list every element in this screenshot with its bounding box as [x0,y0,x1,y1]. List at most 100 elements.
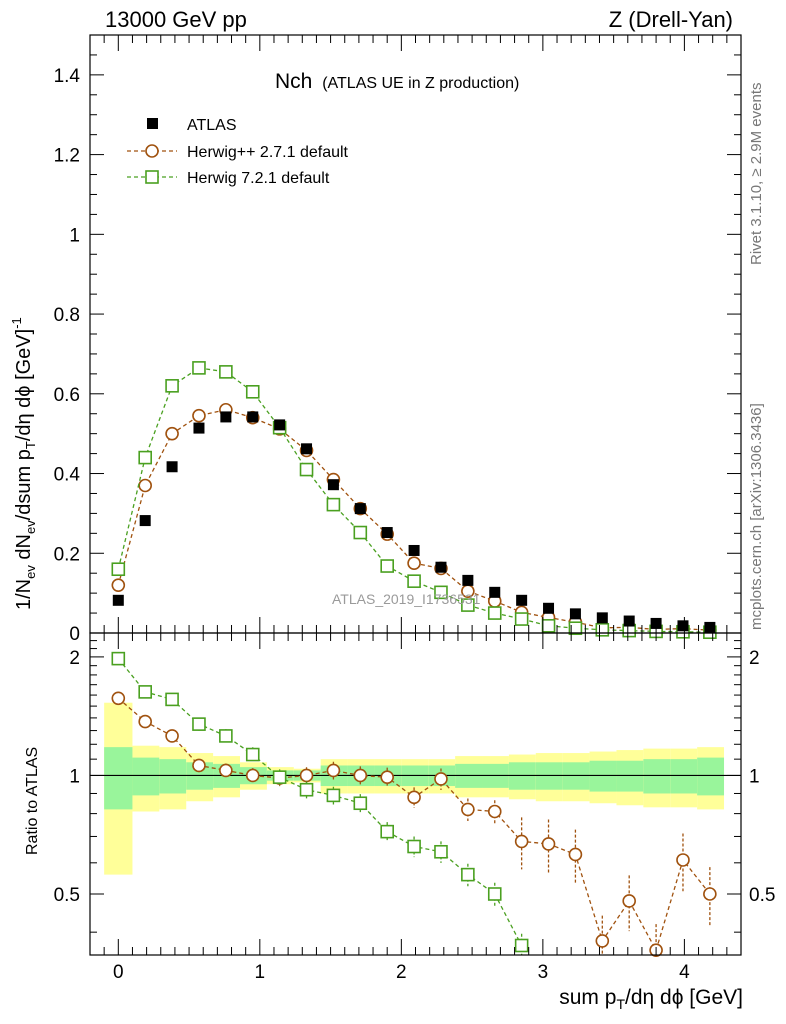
ratio-series-point [407,839,421,854]
ratio-series-point [514,938,529,953]
main-series-point [596,612,608,624]
ratio-series-point [192,758,206,773]
main-y-tick-label: 0.6 [54,385,80,406]
ratio-series-point [111,691,126,706]
ratio-series-point [165,692,179,707]
main-series-point [299,462,314,477]
x-tick-label: 2 [396,962,407,983]
ratio-series-point [245,768,260,783]
main-series-point [462,574,474,586]
legend-label-herwig7: Herwig 7.2.1 default [187,170,330,187]
ratio-series-point [514,834,529,849]
x-tick-label: 4 [679,962,690,983]
plot-title: Nch (ATLAS UE in Z production) [275,70,519,93]
main-series-point [487,606,502,620]
main-series-point [353,525,368,540]
ratio-series-point [326,788,341,803]
main-series-point [138,478,152,493]
ratio-y-axis-label: Ratio to ATLAS [24,747,41,855]
ratio-series-point [353,796,368,811]
main-series-point [650,617,662,629]
ratio-series-point [434,772,448,786]
main-series-point [327,479,339,491]
ratio-series-point [138,714,152,729]
ratio-series-point [111,651,126,666]
legend-marker-herwig7 [145,170,159,184]
ratio-series-point [461,802,475,817]
legend: ATLAS Herwig++ 2.7.1 default Herwig 7.2.… [127,117,349,187]
ratio-series-point [299,768,314,783]
ratio-band-green-bin [589,760,617,792]
main-series-point [111,562,126,577]
main-series-point [435,561,447,573]
analysis-watermark: ATLAS_2019_I1736531 [332,591,481,607]
main-series-point [516,594,528,606]
main-series-point [139,515,151,527]
main-series-point [326,497,341,512]
header-left: 13000 GeV pp [105,7,247,32]
ratio-y-tick-label: 2 [69,648,80,669]
data-marks [111,361,717,957]
ratio-series-point [138,685,152,699]
main-series-point [543,602,555,614]
main-series-point [220,411,232,423]
main-series-point [407,574,421,588]
main-series-point [407,556,421,571]
ratio-series-point [192,717,206,731]
ratio-series-point [219,729,233,743]
main-series-point [380,559,394,573]
x-tick-label: 0 [113,962,124,983]
x-axis-label: sum pT/dη dϕ [GeV] [559,986,743,1012]
rivet-version-label: Rivet 3.1.10, ≥ 2.9M events [748,83,765,266]
header-right: Z (Drell-Yan) [609,7,733,32]
main-series-point [245,385,260,399]
main-series-point [301,443,313,455]
ratio-y-tick-label: 1 [69,766,80,787]
ratio-y-tick-label-right: 0.5 [749,885,775,906]
ratio-series-point [461,867,475,882]
ratio-y-tick-label-right: 1 [749,766,760,787]
plot-title-sub: (ATLAS UE in Z production) [322,75,519,92]
ratio-series-line [117,697,711,952]
ratio-series-point [219,763,233,778]
main-series-point [569,608,581,620]
main-series-point [165,426,179,441]
main-series-point [192,408,206,423]
legend-marker-herwigpp [145,144,159,158]
ratio-series-point [487,804,502,819]
legend-label-herwigpp: Herwig++ 2.7.1 default [187,144,349,161]
ratio-series-line [117,658,523,946]
main-series-point [434,585,448,600]
tick-labels: 0 0.2 0.4 0.6 0.8 1 1.2 1.4 0 1 2 3 4 0.5 0.5 1 1 2 2 [54,66,776,983]
main-series-point [112,594,124,606]
main-y-tick-label: 1 [69,225,80,246]
mcplots-reference-label: mcplots.cern.ch [arXiv:1306.3436] [748,403,765,630]
ratio-y-tick-label: 0.5 [54,885,80,906]
main-series-point [192,361,206,375]
legend-marker-atlas [147,118,158,129]
main-series-point [461,598,475,612]
main-series-point [704,621,716,633]
legend-label-atlas: ATLAS [187,117,237,134]
main-series-point [514,612,529,626]
main-y-tick-label: 1.2 [54,146,80,167]
main-y-axis-label: 1/Nev dNev/dsum pT/dη dϕ [GeV]-1 [9,317,38,610]
ratio-series-point [380,770,394,784]
ratio-band-green-bin [643,759,671,794]
main-y-tick-label: 0.4 [54,465,81,486]
main-series-point [595,623,610,637]
ratio-series-point [245,747,260,762]
main-y-tick-label: 1.4 [54,66,81,87]
ratio-series-point [703,887,717,901]
plot-title-main: Nch [275,70,312,93]
ratio-series-point [434,844,448,859]
ratio-series-point [487,887,502,901]
main-series-point [247,411,259,423]
ratio-band-green-bin [132,757,160,796]
ratio-series-point [568,847,583,862]
main-series-point [381,527,393,539]
ratio-band-green-bin [104,747,133,810]
ratio-series-point [272,770,287,784]
main-series-point [219,365,233,379]
